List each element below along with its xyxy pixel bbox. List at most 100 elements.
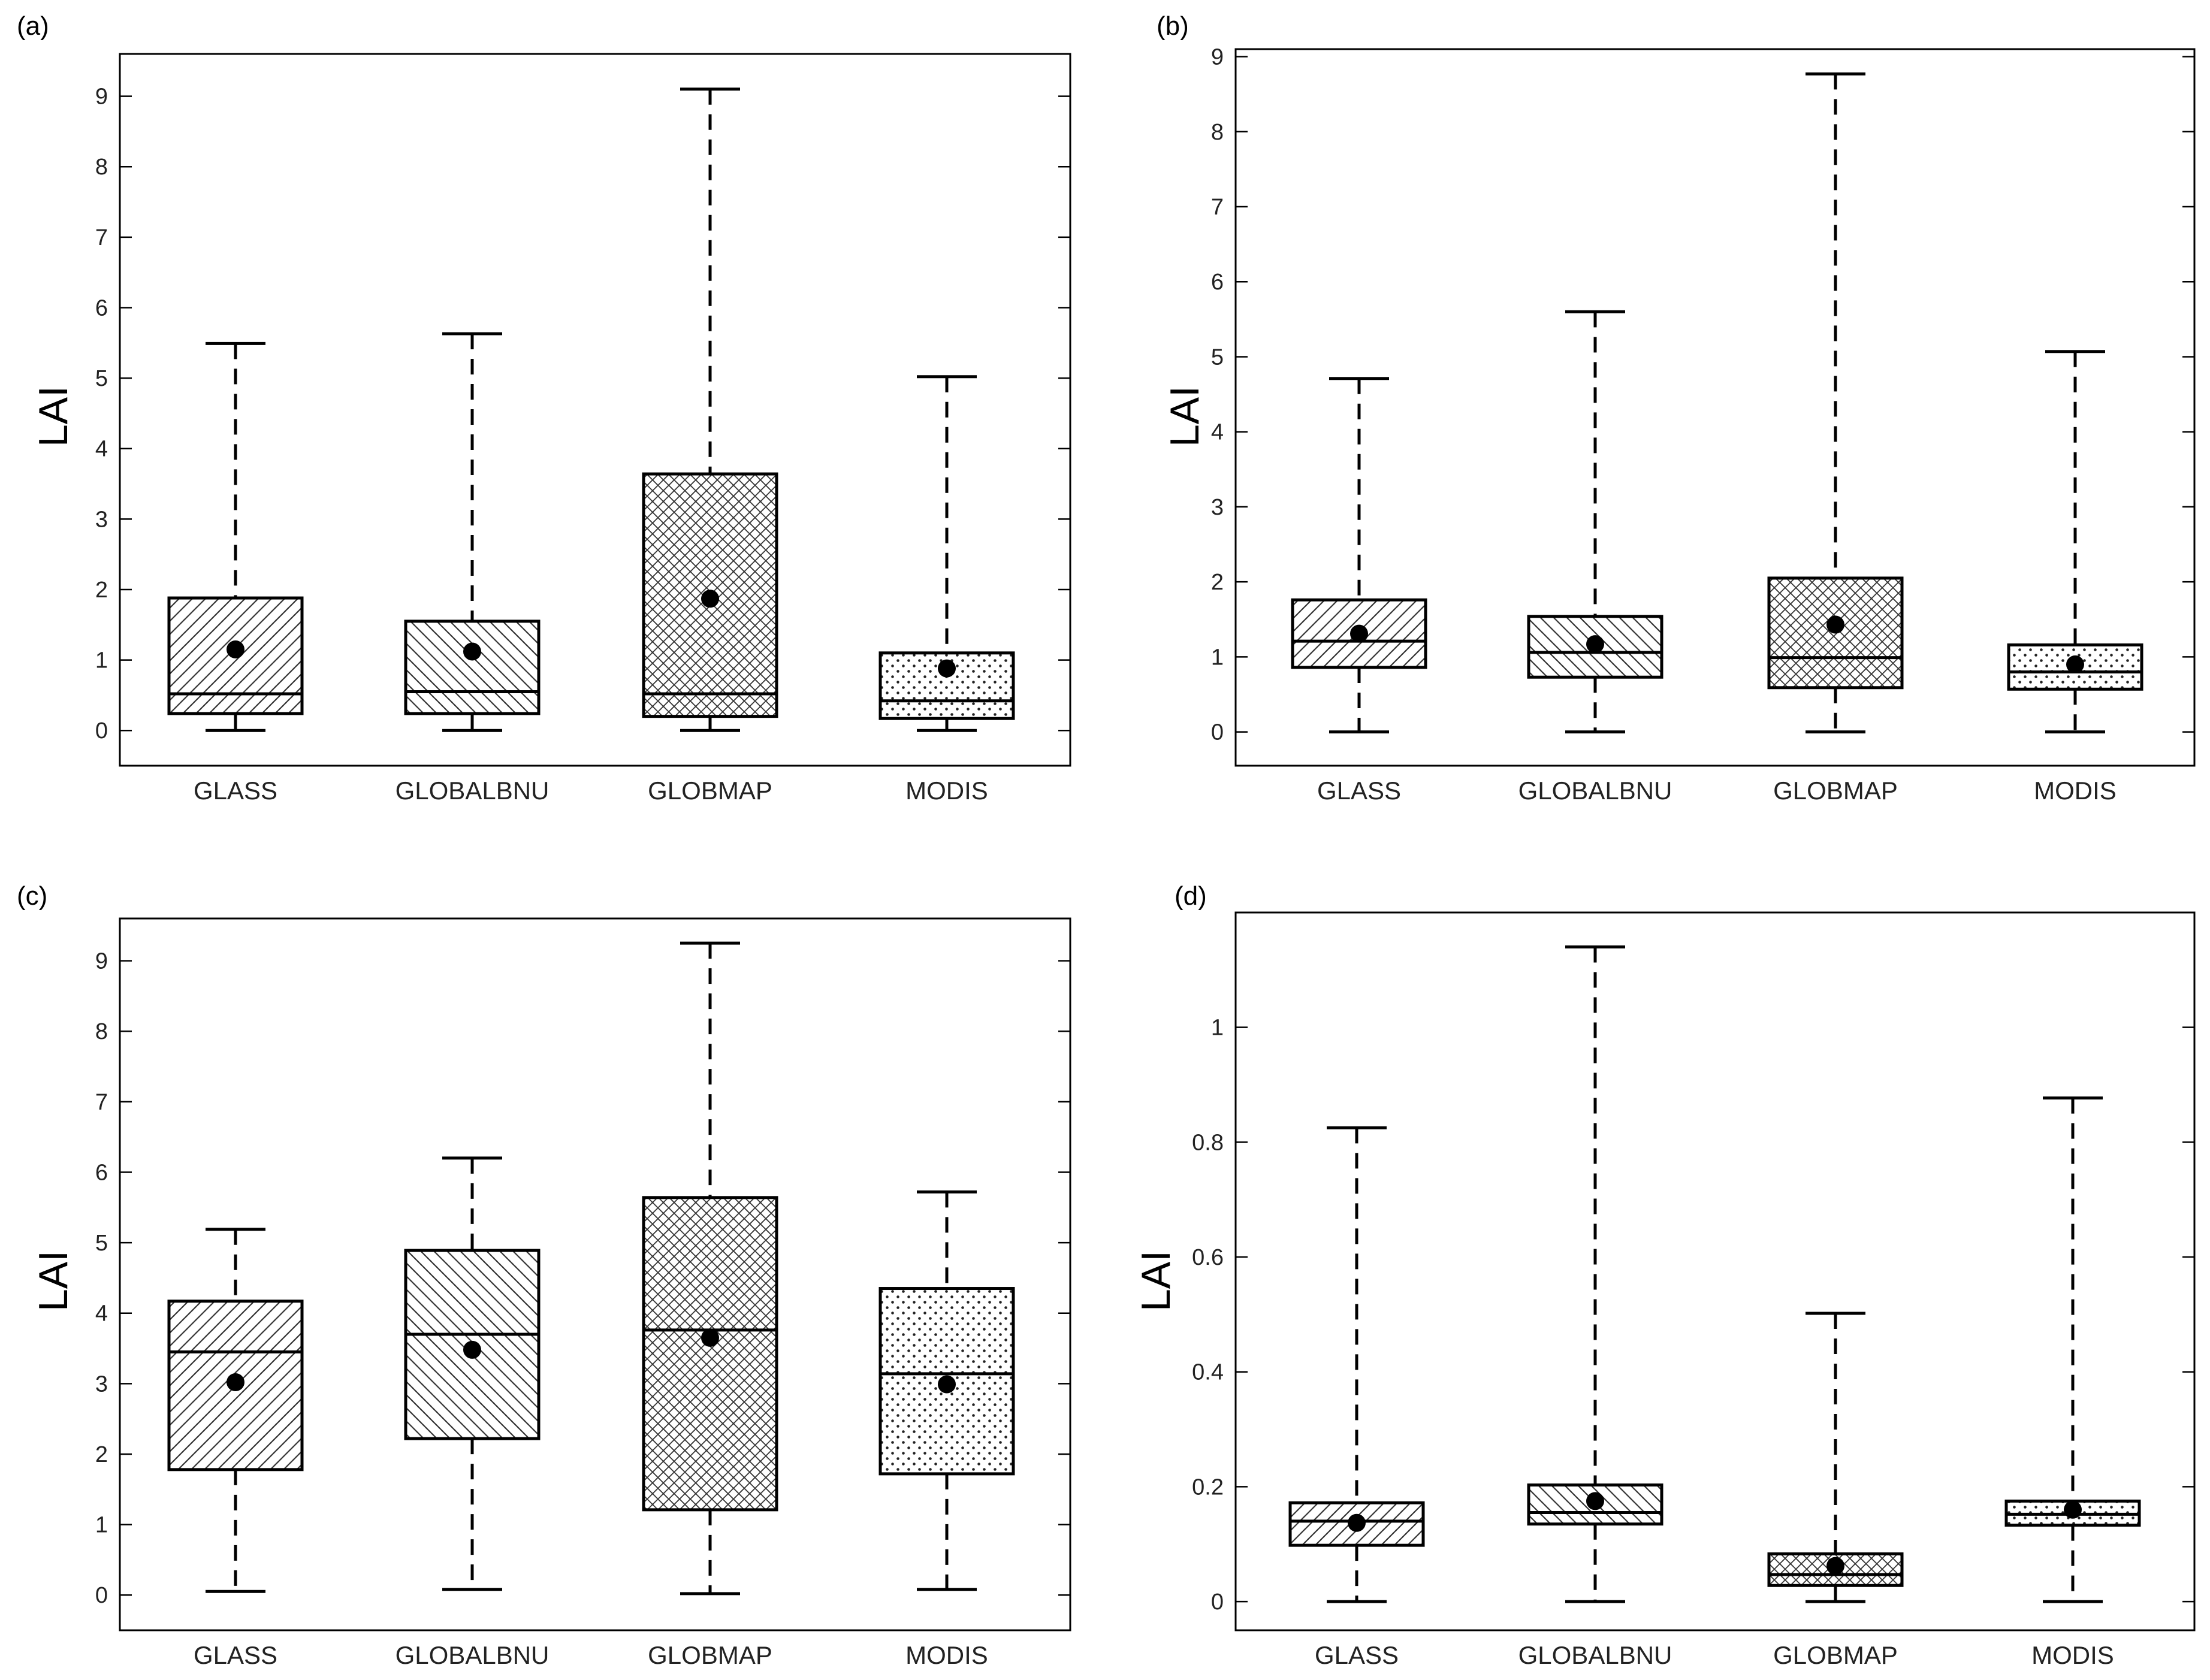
x-category-label: GLASS <box>1317 776 1401 805</box>
mean-marker <box>701 590 719 608</box>
box-globmap <box>642 941 778 1596</box>
x-category-label: GLOBALBNU <box>1518 1641 1672 1669</box>
y-tick-label: 7 <box>95 225 108 250</box>
y-tick-label: 5 <box>95 366 108 391</box>
y-tick-label: 8 <box>95 155 108 180</box>
y-tick-label: 9 <box>95 949 108 974</box>
panel-label: (a) <box>17 11 49 41</box>
y-tick-label: 1 <box>95 648 108 673</box>
x-category-label: GLOBALBNU <box>395 776 550 805</box>
iqr-box <box>642 1196 778 1512</box>
mean-marker <box>2064 1500 2082 1519</box>
y-tick-label: 4 <box>95 437 108 462</box>
box-glass <box>1288 1126 1425 1603</box>
iqr-box <box>404 620 541 715</box>
x-category-label: GLOBMAP <box>648 776 772 805</box>
mean-marker <box>938 1375 956 1394</box>
y-tick-label: 0.6 <box>1192 1245 1224 1270</box>
mean-marker <box>1826 1557 1844 1575</box>
box-glass <box>167 1228 304 1593</box>
y-axis-label: LAI <box>1133 1250 1179 1312</box>
y-tick-label: 1 <box>95 1513 108 1538</box>
box-glass <box>167 342 304 732</box>
box-modis <box>878 1190 1015 1591</box>
y-tick-label: 4 <box>1211 420 1224 445</box>
y-tick-label: 8 <box>95 1019 108 1044</box>
x-category-label: GLASS <box>194 1641 277 1669</box>
panel-d: (d) LAI 0 0.2 0.4 0.6 0.8 1 GLASS GLOBALBNU GLO… <box>1133 881 2196 1669</box>
mean-marker <box>227 1373 244 1391</box>
y-tick-label: 6 <box>1211 270 1224 295</box>
mean-marker <box>1348 1513 1366 1532</box>
mean-marker <box>463 642 481 661</box>
y-tick-label: 2 <box>95 578 108 603</box>
panel-label: (c) <box>17 881 47 911</box>
y-tick-label: 7 <box>95 1090 108 1115</box>
y-tick-label: 2 <box>95 1442 108 1467</box>
y-tick-label: 1 <box>1211 645 1224 670</box>
y-tick-label: 2 <box>1211 570 1224 595</box>
y-tick-label: 0.4 <box>1192 1360 1224 1385</box>
y-tick-label: 0 <box>95 718 108 744</box>
box-globalbnu <box>404 1156 541 1591</box>
box-modis <box>2007 350 2143 734</box>
y-tick-label: 6 <box>95 295 108 321</box>
plot-frame <box>119 53 1071 767</box>
box-globmap <box>1767 72 1904 734</box>
panel-a: (a) LAI 0 1 2 3 4 5 6 7 8 9 GLASS GLOBALBNU GLOBMAP… <box>17 11 1071 805</box>
y-tick-label: 7 <box>1211 195 1224 220</box>
mean-marker <box>1826 615 1844 634</box>
mean-marker <box>938 659 956 678</box>
box-globalbnu <box>1527 945 1663 1603</box>
box-glass <box>1291 377 1427 734</box>
mean-marker <box>2066 655 2084 673</box>
box-globmap <box>642 87 778 732</box>
x-category-label: MODIS <box>2031 1641 2114 1669</box>
x-category-label: GLOBALBNU <box>395 1641 550 1669</box>
panel-b: (b) LAI 0 1 2 3 4 5 6 7 8 9 GLASS GLOBALBNU GLOBMAP… <box>1157 11 2196 805</box>
box-modis <box>878 375 1015 732</box>
x-category-label: MODIS <box>2034 776 2117 805</box>
y-tick-label: 4 <box>95 1301 108 1327</box>
y-tick-label: 9 <box>95 84 108 110</box>
mean-marker <box>1586 635 1604 654</box>
plot-frame <box>119 917 1071 1631</box>
y-tick-label: 3 <box>1211 495 1224 520</box>
y-tick-label: 8 <box>1211 120 1224 145</box>
x-category-label: GLOBMAP <box>648 1641 772 1669</box>
box-globalbnu <box>404 332 541 732</box>
plot-frame <box>1234 911 2196 1631</box>
panel-label: (d) <box>1175 881 1207 911</box>
box-globalbnu <box>1527 310 1663 734</box>
y-tick-label: 6 <box>95 1160 108 1185</box>
y-tick-label: 0 <box>1211 1590 1224 1615</box>
mean-marker <box>227 640 244 658</box>
plot-frame <box>1234 48 2196 767</box>
y-tick-label: 1 <box>1211 1016 1224 1041</box>
panel-c: (c) LAI 0 1 2 3 4 5 6 7 8 9 GLASS GLOBALBNU GLOBMAP… <box>17 881 1071 1669</box>
y-tick-label: 3 <box>95 507 108 532</box>
y-tick-label: 0.8 <box>1192 1130 1224 1155</box>
y-tick-label: 9 <box>1211 45 1224 70</box>
mean-marker <box>1586 1492 1604 1510</box>
y-axis-label: LAI <box>31 386 76 447</box>
box-globmap <box>1767 1312 1904 1603</box>
x-category-label: MODIS <box>905 776 988 805</box>
y-tick-label: 0 <box>95 1583 108 1608</box>
mean-marker <box>701 1328 719 1347</box>
mean-marker <box>463 1340 481 1359</box>
y-tick-label: 5 <box>1211 345 1224 370</box>
x-category-label: GLASS <box>194 776 277 805</box>
box-modis <box>2004 1096 2141 1603</box>
mean-marker <box>1350 624 1368 643</box>
x-category-label: GLASS <box>1315 1641 1399 1669</box>
y-tick-label: 5 <box>95 1231 108 1256</box>
x-category-label: GLOBMAP <box>1773 776 1898 805</box>
panel-label: (b) <box>1157 11 1189 41</box>
y-tick-label: 3 <box>95 1371 108 1397</box>
iqr-box <box>1527 1483 1663 1526</box>
y-axis-label: LAI <box>1162 386 1207 447</box>
y-axis-label: LAI <box>31 1250 76 1312</box>
x-category-label: MODIS <box>905 1641 988 1669</box>
